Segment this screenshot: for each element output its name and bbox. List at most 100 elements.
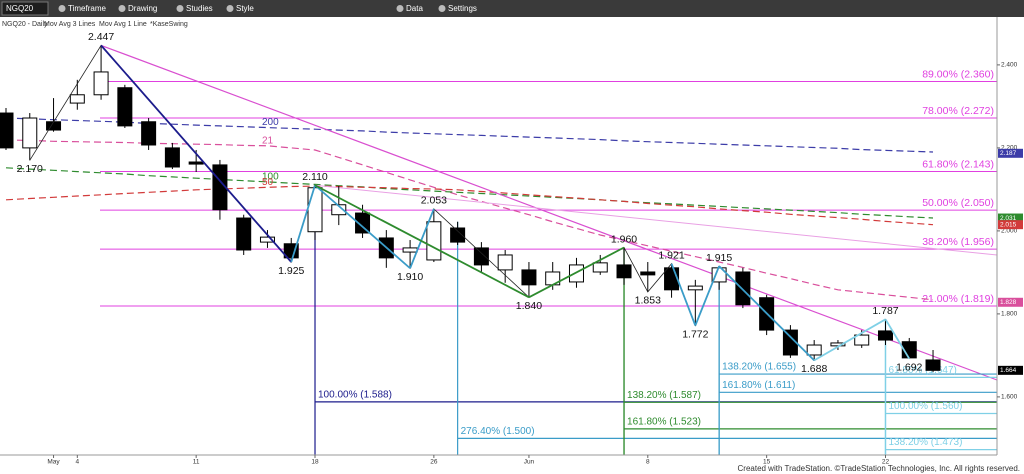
candle-body: [402, 247, 418, 253]
swing-label: 1.910: [397, 271, 423, 283]
y-tick-label: 1.600: [1001, 394, 1018, 401]
plot-area: 89.00% (2.360) 78.00% (2.272) 61.80% (2.14…: [0, 31, 998, 455]
toolbar-icon[interactable]: [396, 5, 404, 12]
candle-body: [283, 243, 299, 259]
chart-title: NGQ20 - Daily: [2, 21, 48, 28]
candle-body: [307, 187, 323, 233]
extension-label: 276.40% (1.500): [461, 426, 535, 437]
pattern-leg: [314, 184, 530, 299]
x-tick-label: 8: [646, 459, 650, 466]
toolbar-icon[interactable]: [118, 5, 126, 12]
moving-average: [5, 139, 934, 301]
fib-label: 61.80% (2.143): [922, 158, 994, 170]
pattern-leg: [290, 184, 316, 263]
toolbar-item[interactable]: Drawing: [128, 4, 157, 13]
ma-label: 100: [262, 172, 279, 183]
moving-average: [5, 167, 934, 219]
candle-body: [236, 217, 252, 251]
candle-body: [735, 271, 751, 306]
candle-body: [568, 264, 584, 283]
footer: Created with TradeStation. ©TradeStation…: [738, 464, 1021, 473]
fib-label: 21.00% (1.819): [922, 293, 994, 305]
toolbar-item[interactable]: Studies: [186, 4, 213, 13]
pattern-leg: [694, 265, 720, 326]
candle-body: [117, 87, 133, 127]
candle-body: [69, 94, 85, 104]
candle-body: [164, 147, 180, 168]
ma-label: 21: [262, 135, 274, 146]
pattern-leg: [528, 246, 625, 299]
y-tick-label: 2.200: [1001, 145, 1018, 152]
swing-label: 1.688: [801, 363, 827, 375]
price-tag: [998, 220, 1023, 230]
candle-body: [925, 359, 941, 371]
candle-body: [473, 247, 489, 266]
candle-body: [640, 271, 656, 276]
extension-label: 161.80% (1.523): [627, 416, 701, 427]
toolbar-icon[interactable]: [226, 5, 234, 12]
x-tick-label: 18: [311, 459, 319, 466]
swing-label: 1.840: [516, 300, 542, 312]
candle-body: [854, 334, 870, 346]
candle-body: [141, 121, 157, 146]
candle-body: [259, 236, 275, 243]
extension-label: 138.20% (1.473): [888, 437, 962, 448]
toolbar-icon[interactable]: [438, 5, 446, 12]
candle-body: [331, 204, 347, 216]
price-tag-label: 2.015: [1000, 221, 1017, 228]
fib-label: 50.00% (2.050): [922, 197, 994, 209]
candle-body: [616, 264, 632, 279]
symbol[interactable]: NGQ20: [6, 4, 34, 13]
swing-label: 2.110: [302, 171, 328, 183]
y-tick-label: 2.400: [1001, 62, 1018, 69]
candle-body: [0, 112, 14, 149]
extension-label: 161.80% (1.611): [722, 380, 795, 391]
candle-body: [877, 330, 893, 341]
swing-label: 1.960: [611, 233, 637, 245]
swing-label: 2.447: [88, 31, 114, 43]
x-tick-label: 22: [882, 459, 890, 466]
toolbar-item[interactable]: Settings: [448, 4, 477, 13]
study-label: Mov Avg 1 Line: [99, 21, 147, 28]
candle-body: [93, 71, 109, 96]
price-tag-label: 2.187: [1000, 150, 1017, 157]
swing-label: 1.787: [872, 305, 898, 317]
pattern-leg: [409, 208, 435, 269]
fib-label: 89.00% (2.360): [922, 68, 994, 80]
extension-label: 100.00% (1.560): [888, 401, 962, 412]
x-tick-label: May: [47, 459, 60, 466]
toolbar-item[interactable]: Style: [236, 4, 254, 13]
x-tick-label: 11: [193, 459, 200, 466]
price-tag: [998, 297, 1023, 307]
moving-average: [5, 117, 934, 153]
swing-label: 1.772: [682, 328, 708, 340]
x-tick-label: Jun: [524, 459, 535, 466]
pattern-leg: [813, 318, 886, 362]
swing-label: 1.921: [658, 249, 684, 261]
symbol-box[interactable]: [1, 1, 49, 16]
pattern-leg: [100, 44, 292, 263]
swing-label: 1.692: [896, 362, 922, 374]
price-tag-label: 1.828: [1000, 299, 1017, 306]
x-tick-label: 26: [430, 459, 438, 466]
pattern-leg: [314, 184, 411, 269]
toolbar-item[interactable]: Data: [406, 4, 423, 13]
toolbar-icon[interactable]: [58, 5, 66, 12]
swing-label: 2.170: [17, 163, 43, 175]
toolbar-icon[interactable]: [176, 5, 184, 12]
price-tag-label: 1.664: [1000, 367, 1017, 374]
trendline: [314, 184, 998, 256]
toolbar-item[interactable]: Timeframe: [68, 4, 106, 13]
price-tag: [998, 365, 1023, 375]
candle-body: [450, 227, 466, 243]
y-tick-label: 1.800: [1001, 311, 1018, 318]
candle-body: [521, 269, 537, 286]
candle-body: [355, 212, 371, 234]
study-label: *KaseSwing: [150, 21, 188, 28]
swing-label: 1.915: [706, 252, 732, 264]
candle-body: [188, 161, 204, 165]
fib-label: 78.00% (2.272): [922, 105, 994, 117]
